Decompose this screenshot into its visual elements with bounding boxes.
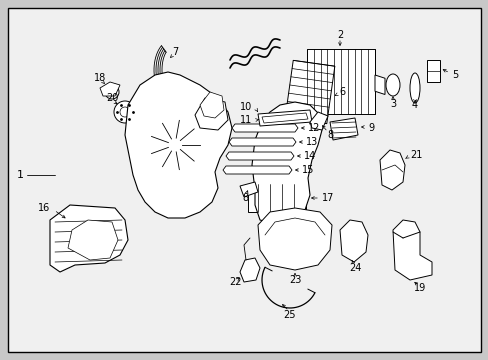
Text: 7: 7: [171, 47, 178, 57]
Bar: [306, 49, 374, 114]
Polygon shape: [231, 124, 297, 132]
Ellipse shape: [147, 117, 202, 172]
Text: 6: 6: [338, 87, 345, 97]
Text: 13: 13: [305, 137, 318, 147]
Text: 4: 4: [411, 100, 417, 110]
Polygon shape: [225, 152, 293, 160]
Ellipse shape: [385, 74, 399, 96]
Polygon shape: [228, 138, 295, 146]
Polygon shape: [240, 258, 260, 282]
Polygon shape: [240, 182, 258, 197]
Polygon shape: [329, 118, 357, 140]
Polygon shape: [223, 166, 291, 174]
Text: 20: 20: [105, 93, 118, 103]
Ellipse shape: [409, 73, 419, 103]
Text: 23: 23: [288, 275, 301, 285]
Text: 21: 21: [409, 150, 422, 160]
Text: 11: 11: [239, 115, 251, 125]
Polygon shape: [339, 220, 367, 262]
Text: 16: 16: [38, 203, 50, 213]
Polygon shape: [50, 205, 128, 272]
Text: 18: 18: [94, 73, 106, 83]
Text: 12: 12: [307, 123, 320, 133]
Polygon shape: [68, 220, 118, 260]
Polygon shape: [251, 102, 321, 224]
Polygon shape: [309, 112, 327, 130]
Ellipse shape: [265, 140, 304, 184]
Polygon shape: [379, 150, 404, 190]
Ellipse shape: [120, 107, 130, 117]
Text: 14: 14: [304, 151, 316, 161]
Ellipse shape: [169, 139, 181, 151]
Text: 17: 17: [321, 193, 334, 203]
Text: 15: 15: [302, 165, 314, 175]
Polygon shape: [374, 75, 384, 95]
Text: 25: 25: [283, 310, 296, 320]
Polygon shape: [100, 82, 120, 96]
Text: 22: 22: [229, 277, 242, 287]
Polygon shape: [195, 98, 227, 130]
Text: 3: 3: [389, 99, 395, 109]
Polygon shape: [125, 72, 231, 218]
Polygon shape: [258, 208, 331, 270]
Ellipse shape: [109, 89, 115, 95]
Ellipse shape: [114, 101, 136, 123]
Bar: [285, 60, 334, 123]
Polygon shape: [262, 113, 307, 123]
Text: 24: 24: [348, 263, 361, 273]
Polygon shape: [426, 60, 439, 82]
Bar: [247, 184, 305, 212]
Ellipse shape: [105, 85, 119, 99]
Text: 1: 1: [17, 170, 23, 180]
Text: 19: 19: [413, 283, 425, 293]
Text: 8: 8: [326, 130, 332, 140]
Ellipse shape: [138, 127, 157, 157]
Polygon shape: [200, 92, 224, 118]
Polygon shape: [392, 220, 431, 280]
Text: 2: 2: [336, 30, 343, 40]
Text: 5: 5: [451, 70, 457, 80]
Polygon shape: [258, 110, 311, 126]
Ellipse shape: [276, 153, 292, 171]
Text: 8: 8: [242, 193, 247, 203]
Text: 10: 10: [239, 102, 251, 112]
Text: 9: 9: [367, 123, 373, 133]
